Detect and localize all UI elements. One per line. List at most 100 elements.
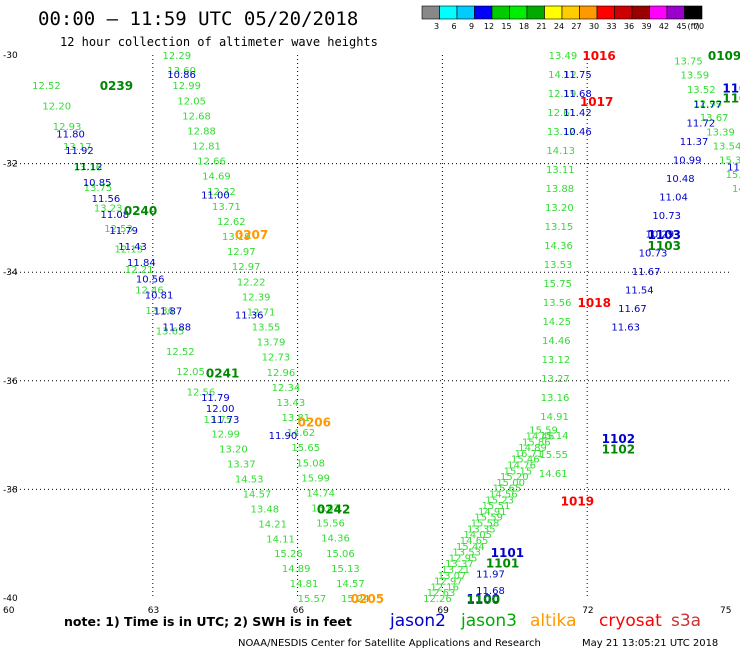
swh-value: 14.61 <box>539 469 568 480</box>
swh-value: 15.00 <box>496 478 525 489</box>
swh-value: 10.86 <box>167 70 196 81</box>
swh-value: 14.25 <box>542 317 571 328</box>
swh-value: 15.51 <box>482 501 511 512</box>
swh-value: 12.26 <box>423 594 452 605</box>
colorbar-swatch <box>439 5 458 20</box>
swh-value: 11.04 <box>659 193 688 204</box>
y-tick-label: -40 <box>3 594 18 604</box>
pass-label: 0240 <box>124 204 157 218</box>
colorbar-swatch <box>596 5 615 20</box>
swh-tracks: 12.52 12.20 12.93 13.17 13.16 13.75 13.23 12.53… <box>32 51 740 605</box>
swh-value: 14.05 <box>463 530 492 541</box>
swh-value: 13.16 <box>73 163 102 174</box>
swh-value: 15.14 <box>540 431 569 442</box>
swh-value: 12.19 <box>548 89 577 100</box>
satellite-legend: jason2 jason3 altika cryosat s3a <box>389 611 701 631</box>
colorbar-swatch <box>614 5 633 20</box>
colorbar-label: 27 <box>571 22 581 31</box>
swh-value: 11.67 <box>618 304 647 315</box>
swh-value: 13.23 <box>94 204 123 215</box>
colorbar-label: 33 <box>606 22 616 31</box>
swh-value: 11.67 <box>632 267 661 278</box>
pass-label: 1101 <box>491 546 524 560</box>
swh-value: 12.56 <box>187 388 216 399</box>
swh-value: 11.00 <box>201 190 230 201</box>
swh-value: 15.08 <box>296 458 325 469</box>
swh-value: 13.20 <box>219 445 248 456</box>
swh-value: 14.11 <box>266 534 295 545</box>
colorbar-swatch <box>456 5 475 20</box>
swh-value: 12.16 <box>430 582 459 593</box>
swh-value: 12.13 <box>115 244 144 255</box>
legend-jason3: jason3 <box>460 611 517 631</box>
grid-lines <box>8 55 732 598</box>
y-tick-label: -32 <box>3 160 18 170</box>
swh-value: 12.99 <box>693 99 722 110</box>
swh-value: 14.46 <box>526 431 555 442</box>
swh-value: 14.91 <box>478 507 507 518</box>
legend-s3a: s3a <box>671 611 701 631</box>
swh-value: 11.72 <box>687 118 716 129</box>
swh-value: 15.65 <box>291 443 320 454</box>
swh-value: 12.46 <box>135 285 164 296</box>
swh-value: 13.88 <box>546 184 575 195</box>
swh-value: 12.05 <box>177 96 206 107</box>
swh-value: 12.34 <box>272 383 301 394</box>
swh-value: 11.97 <box>476 570 505 581</box>
swh-value: 13.56 <box>543 298 572 309</box>
swh-value: 12.81 <box>192 142 221 153</box>
swh-value: 13.53 <box>544 260 573 271</box>
swh-value: 15.99 <box>301 473 330 484</box>
swh-value: 13.75 <box>203 415 232 426</box>
swh-value: 12.22 <box>237 277 266 288</box>
swh-value: 15.26 <box>274 549 303 560</box>
swh-value: 11.80 <box>56 130 85 141</box>
plot-area: 60 63 66 69 72 75 -30 -32 -34 -36 -38 -40 12.52 12.2… <box>3 49 740 616</box>
swh-value: 13.75 <box>84 183 113 194</box>
colorbar-label: (ft) <box>688 22 700 31</box>
colorbar-swatch <box>526 5 545 20</box>
swh-value: 11.54 <box>625 285 654 296</box>
swh-value: 13.81 <box>282 413 311 424</box>
swh-value: 15.58 <box>471 519 500 530</box>
footer-note: note: 1) Time is in UTC; 2) SWH is in fe… <box>64 614 352 629</box>
swh-value: 15.65 <box>493 484 522 495</box>
swh-value: 13.65 <box>156 326 185 337</box>
swh-value: 14.74 <box>306 488 335 499</box>
colorbar-label: 36 <box>624 22 634 31</box>
axis-ticks: 60 63 66 69 72 75 -30 -32 -34 -36 -38 -40 <box>3 51 731 616</box>
pass-label: 1016 <box>582 49 615 63</box>
swh-value: 13.19 <box>222 232 251 243</box>
swh-value: 13.75 <box>674 56 703 67</box>
swh-value: 14.12 <box>548 70 577 81</box>
swh-value: 12.96 <box>267 368 296 379</box>
swh-value: 14.36 <box>544 241 573 252</box>
swh-value: 11.37 <box>680 137 709 148</box>
swh-value: 13.37 <box>445 559 474 570</box>
swh-value: 13.37 <box>227 460 256 471</box>
pass-label: 1102 <box>602 432 635 446</box>
swh-value: 13.12 <box>542 355 571 366</box>
swh-value: 14.62 <box>286 428 315 439</box>
colorbar-label: 6 <box>451 22 456 31</box>
pass-label: 1104 <box>722 91 740 105</box>
pass-label: 1104 <box>722 82 740 96</box>
colorbar-swatch <box>421 5 440 20</box>
pass-label: 0207 <box>235 228 268 242</box>
pass-label: 1103 <box>648 228 681 242</box>
swh-value: 12.62 <box>217 217 246 228</box>
y-tick-label: -36 <box>3 377 18 387</box>
colorbar-swatch <box>491 5 510 20</box>
swh-value: 12.88 <box>187 126 216 137</box>
x-tick-label: 63 <box>148 606 159 616</box>
colorbar-label: 39 <box>641 22 651 31</box>
x-tick-label: 66 <box>293 606 305 616</box>
swh-value: 14.36 <box>321 534 350 545</box>
pass-label: 1100 <box>467 593 500 607</box>
swh-value: 12.73 <box>262 353 291 364</box>
swh-value: 11.56 <box>92 194 121 205</box>
colorbar-label: 12 <box>484 22 494 31</box>
swh-value: 11.42 <box>563 108 592 119</box>
legend-cryosat: cryosat <box>599 611 662 631</box>
